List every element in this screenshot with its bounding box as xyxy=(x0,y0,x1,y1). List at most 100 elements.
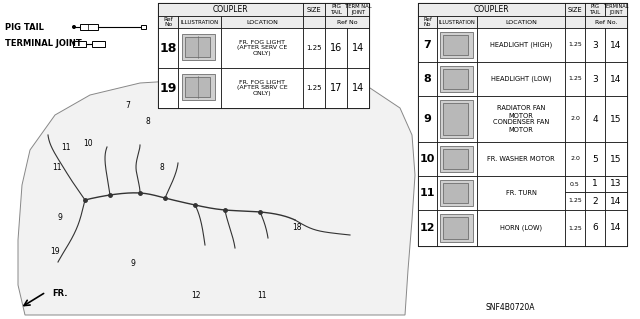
Text: 14: 14 xyxy=(611,197,621,205)
Text: PIG
TAIL: PIG TAIL xyxy=(589,4,600,15)
Text: 13: 13 xyxy=(611,180,621,189)
Bar xyxy=(565,142,585,176)
Bar xyxy=(141,25,146,29)
Bar xyxy=(585,28,605,62)
Text: 8: 8 xyxy=(159,164,164,173)
Text: LOCATION: LOCATION xyxy=(246,19,278,25)
Bar xyxy=(182,34,215,60)
Text: 3: 3 xyxy=(592,41,598,49)
Text: 14: 14 xyxy=(352,83,364,93)
Bar xyxy=(437,62,477,96)
Text: 15: 15 xyxy=(611,154,621,164)
Bar xyxy=(73,41,86,47)
Bar xyxy=(221,16,303,28)
Bar xyxy=(565,16,585,28)
Text: SIZE: SIZE xyxy=(568,6,582,12)
Polygon shape xyxy=(18,78,415,315)
Bar xyxy=(158,3,369,108)
Text: 16: 16 xyxy=(330,43,342,53)
Bar xyxy=(440,100,473,138)
Text: HORN (LOW): HORN (LOW) xyxy=(500,225,542,231)
Text: 19: 19 xyxy=(159,81,177,94)
Text: SIZE: SIZE xyxy=(307,6,321,12)
Bar xyxy=(565,28,585,62)
Text: ILLUSTRATION: ILLUSTRATION xyxy=(180,19,219,25)
Bar xyxy=(437,96,477,142)
Bar xyxy=(440,180,473,206)
Bar xyxy=(303,68,325,108)
Bar xyxy=(605,210,627,246)
Text: 12: 12 xyxy=(420,223,435,233)
Bar xyxy=(440,146,473,172)
Bar xyxy=(347,28,369,68)
Text: 9: 9 xyxy=(424,114,431,124)
Text: PIG
TAIL: PIG TAIL xyxy=(330,4,342,15)
Text: 12: 12 xyxy=(191,291,201,300)
Bar xyxy=(158,3,303,16)
Bar xyxy=(443,103,468,135)
Bar xyxy=(477,96,565,142)
Bar xyxy=(303,3,325,16)
Text: 14: 14 xyxy=(611,41,621,49)
Bar xyxy=(182,74,215,100)
Text: FR.: FR. xyxy=(52,290,67,299)
Text: 11: 11 xyxy=(52,164,61,173)
Bar xyxy=(437,210,477,246)
Text: 14: 14 xyxy=(611,75,621,84)
Text: 6: 6 xyxy=(592,224,598,233)
Bar xyxy=(440,214,473,242)
Bar xyxy=(418,210,437,246)
Text: 4: 4 xyxy=(592,115,598,123)
Bar xyxy=(303,16,325,28)
Bar xyxy=(477,142,565,176)
Bar xyxy=(565,3,585,16)
Text: FR. FOG LIGHT
(AFTER SBRV CE
ONLY): FR. FOG LIGHT (AFTER SBRV CE ONLY) xyxy=(237,80,287,96)
Text: 1.25: 1.25 xyxy=(307,85,322,91)
Bar xyxy=(443,183,468,203)
Bar xyxy=(565,62,585,96)
Bar xyxy=(605,3,627,16)
Bar xyxy=(158,28,178,68)
Text: 18: 18 xyxy=(159,41,177,55)
Text: TERMINAL JOINT: TERMINAL JOINT xyxy=(5,40,82,48)
Text: RADIATOR FAN
MOTOR
CONDENSER FAN
MOTOR: RADIATOR FAN MOTOR CONDENSER FAN MOTOR xyxy=(493,106,549,132)
Text: 2: 2 xyxy=(592,197,598,205)
Text: HEADLIGHT (LOW): HEADLIGHT (LOW) xyxy=(491,76,551,82)
Bar xyxy=(221,28,303,68)
Bar xyxy=(477,28,565,62)
Text: Ref
No: Ref No xyxy=(163,17,173,27)
Bar xyxy=(418,62,437,96)
Bar xyxy=(437,28,477,62)
Bar xyxy=(443,149,468,169)
Bar xyxy=(477,16,565,28)
Bar xyxy=(605,176,627,192)
Bar xyxy=(605,96,627,142)
Text: Ref
No: Ref No xyxy=(423,17,432,27)
Bar xyxy=(477,176,565,210)
Text: 10: 10 xyxy=(83,138,93,147)
Text: 2.0: 2.0 xyxy=(570,157,580,161)
Text: TERMINAL
JOINT: TERMINAL JOINT xyxy=(604,4,628,15)
Text: 14: 14 xyxy=(352,43,364,53)
Bar xyxy=(185,77,210,97)
Bar xyxy=(605,142,627,176)
Text: 7: 7 xyxy=(424,40,431,50)
Bar xyxy=(347,3,369,16)
Bar xyxy=(178,16,221,28)
Bar xyxy=(443,35,468,55)
Bar xyxy=(585,210,605,246)
Text: 1.25: 1.25 xyxy=(568,226,582,231)
Text: 17: 17 xyxy=(330,83,342,93)
Bar xyxy=(221,68,303,108)
Bar xyxy=(585,142,605,176)
Bar xyxy=(437,16,477,28)
Bar xyxy=(347,68,369,108)
Text: SNF4B0720A: SNF4B0720A xyxy=(485,302,535,311)
Text: PIG TAIL: PIG TAIL xyxy=(5,23,44,32)
Text: 7: 7 xyxy=(125,100,131,109)
Text: 9: 9 xyxy=(58,213,63,222)
Bar xyxy=(443,217,468,239)
Bar xyxy=(440,66,473,92)
Bar xyxy=(585,96,605,142)
Text: 1.25: 1.25 xyxy=(568,77,582,81)
